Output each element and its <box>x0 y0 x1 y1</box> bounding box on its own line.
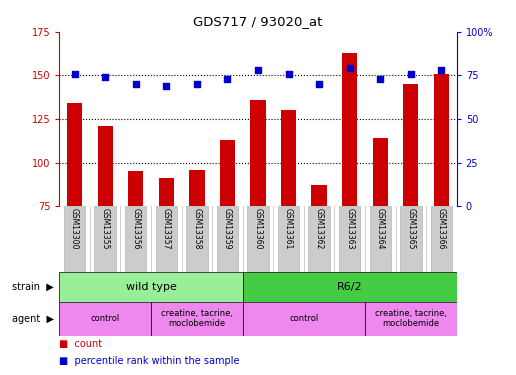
Text: GSM13356: GSM13356 <box>131 208 140 250</box>
FancyBboxPatch shape <box>431 206 452 272</box>
Bar <box>67 104 82 206</box>
Text: control: control <box>289 314 318 323</box>
Point <box>315 81 323 87</box>
Bar <box>159 178 174 206</box>
Text: GSM13360: GSM13360 <box>253 208 263 250</box>
Text: ■  count: ■ count <box>59 339 103 350</box>
FancyBboxPatch shape <box>217 206 238 272</box>
Point <box>193 81 201 87</box>
Point <box>254 67 262 73</box>
Bar <box>434 74 449 206</box>
Point <box>223 76 232 82</box>
Text: GSM13361: GSM13361 <box>284 208 293 250</box>
Point <box>437 67 445 73</box>
Text: GSM13364: GSM13364 <box>376 208 385 250</box>
Text: R6/2: R6/2 <box>337 282 363 292</box>
Text: strain  ▶: strain ▶ <box>12 282 54 292</box>
Bar <box>250 100 266 206</box>
Text: wild type: wild type <box>125 282 176 292</box>
FancyBboxPatch shape <box>309 206 330 272</box>
Bar <box>373 138 388 206</box>
FancyBboxPatch shape <box>243 272 457 302</box>
FancyBboxPatch shape <box>59 272 243 302</box>
Text: GSM13363: GSM13363 <box>345 208 354 250</box>
FancyBboxPatch shape <box>125 206 147 272</box>
FancyBboxPatch shape <box>365 302 457 336</box>
FancyBboxPatch shape <box>186 206 207 272</box>
Point <box>71 71 79 77</box>
FancyBboxPatch shape <box>339 206 360 272</box>
FancyBboxPatch shape <box>400 206 422 272</box>
Text: control: control <box>91 314 120 323</box>
Text: creatine, tacrine,
moclobemide: creatine, tacrine, moclobemide <box>375 309 447 328</box>
Bar <box>342 53 358 206</box>
Point <box>132 81 140 87</box>
FancyBboxPatch shape <box>151 302 243 336</box>
Point <box>101 74 109 80</box>
FancyBboxPatch shape <box>243 302 365 336</box>
Bar <box>128 171 143 206</box>
Point <box>284 71 293 77</box>
FancyBboxPatch shape <box>156 206 177 272</box>
Bar <box>189 170 204 206</box>
FancyBboxPatch shape <box>247 206 269 272</box>
Text: GSM13358: GSM13358 <box>192 208 201 250</box>
Point <box>376 76 384 82</box>
Point <box>162 83 170 89</box>
FancyBboxPatch shape <box>59 302 151 336</box>
Bar <box>312 185 327 206</box>
Bar <box>98 126 113 206</box>
Point <box>346 66 354 72</box>
Text: GDS717 / 93020_at: GDS717 / 93020_at <box>194 15 322 28</box>
Bar <box>220 140 235 206</box>
FancyBboxPatch shape <box>369 206 391 272</box>
FancyBboxPatch shape <box>94 206 116 272</box>
Text: creatine, tacrine,
moclobemide: creatine, tacrine, moclobemide <box>161 309 233 328</box>
Text: GSM13362: GSM13362 <box>315 208 324 250</box>
FancyBboxPatch shape <box>64 206 85 272</box>
FancyBboxPatch shape <box>278 206 299 272</box>
Text: GSM13300: GSM13300 <box>70 208 79 250</box>
Bar <box>403 84 418 206</box>
Bar <box>281 110 296 206</box>
Text: GSM13365: GSM13365 <box>406 208 415 250</box>
Text: GSM13366: GSM13366 <box>437 208 446 250</box>
Text: GSM13357: GSM13357 <box>162 208 171 250</box>
Point <box>407 71 415 77</box>
Text: GSM13355: GSM13355 <box>101 208 110 250</box>
Text: ■  percentile rank within the sample: ■ percentile rank within the sample <box>59 356 240 366</box>
Text: GSM13359: GSM13359 <box>223 208 232 250</box>
Text: agent  ▶: agent ▶ <box>12 314 54 324</box>
